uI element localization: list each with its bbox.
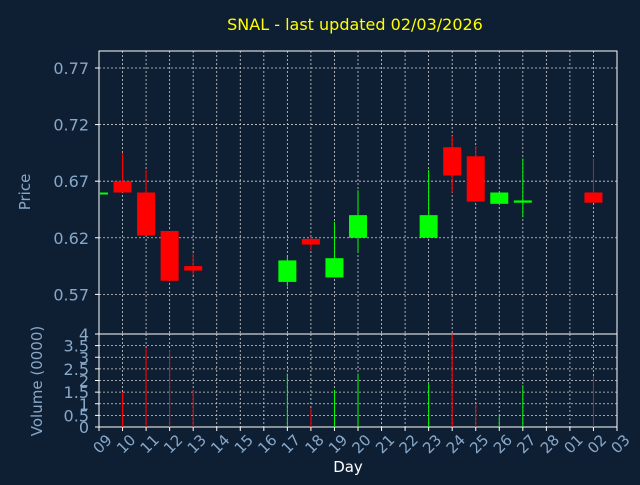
x-tick-label: 13	[184, 431, 210, 457]
candle-body	[584, 192, 603, 203]
x-tick-label: 14	[207, 431, 233, 457]
candle	[278, 257, 297, 287]
volume-tick-label: 2	[79, 372, 89, 391]
volume-panel: 43.532.521.510.50	[64, 325, 618, 437]
candle-body	[278, 260, 297, 282]
x-tick-label: 15	[231, 431, 257, 457]
candle	[584, 158, 603, 203]
candle-body	[513, 200, 532, 203]
candle-body	[443, 147, 462, 176]
candle-body	[490, 192, 509, 204]
candle-body	[419, 215, 438, 238]
candle-body	[325, 258, 344, 278]
candle-body	[301, 238, 320, 245]
x-tick-label: 12	[160, 431, 186, 457]
candle	[513, 158, 532, 218]
candle	[184, 253, 203, 276]
candle-body	[99, 192, 108, 195]
candle	[160, 230, 179, 281]
volume-tick-label: 0.5	[64, 406, 89, 425]
x-tick-label: 11	[137, 431, 163, 457]
candle-body	[184, 266, 203, 271]
price-axis-label: Price	[16, 174, 34, 211]
price-tick-label: 0.72	[53, 116, 89, 135]
x-tick-label: 18	[301, 431, 327, 457]
price-tick-label: 0.57	[53, 285, 89, 304]
candle	[137, 169, 156, 236]
volume-tick-label: 1	[79, 395, 89, 414]
candle	[490, 192, 509, 204]
x-tick-label: 28	[537, 431, 563, 457]
candle-body	[466, 156, 485, 202]
volume-tick-label: 1.5	[64, 383, 89, 402]
x-tick-label: 09	[90, 431, 116, 457]
x-tick-label: 27	[513, 431, 539, 457]
x-tick-label: 23	[419, 431, 445, 457]
chart-title: SNAL - last updated 02/03/2026	[227, 15, 483, 34]
volume-tick-label: 3.5	[64, 337, 89, 356]
price-panel: 0.77 0.72 0.67 0.62 0.57	[53, 50, 618, 335]
candle	[443, 135, 462, 193]
volume-axis-label: Volume (0000)	[28, 326, 46, 436]
candle-body	[113, 181, 132, 193]
candle	[113, 152, 132, 193]
price-tick-label: 0.77	[53, 59, 89, 78]
candle	[419, 169, 438, 238]
x-tick-label: 10	[113, 431, 139, 457]
candle-body	[349, 215, 367, 238]
x-tick-label: 01	[560, 431, 586, 457]
x-tick-label: 24	[443, 431, 469, 457]
volume-tick-label: 3	[79, 348, 89, 367]
x-tick-label: 20	[349, 431, 375, 457]
volume-tick-label: 2.5	[64, 360, 89, 379]
x-tick-label: 22	[396, 431, 422, 457]
candle	[349, 190, 367, 253]
x-tick-label: 16	[254, 431, 280, 457]
x-tick-label: 17	[278, 431, 304, 457]
x-tick-label: 26	[490, 431, 516, 457]
price-tick-label: 0.62	[53, 229, 89, 248]
x-tick-label: 21	[372, 431, 398, 457]
x-axis: 0910111213141516171819202122232425262728…	[90, 427, 634, 457]
volume-tick-label: 4	[79, 325, 89, 344]
x-tick-label: 25	[466, 431, 492, 457]
price-tick-label: 0.67	[53, 172, 89, 191]
x-tick-label: 03	[608, 431, 634, 457]
volume-tick-label: 0	[79, 418, 89, 437]
candle-body	[160, 230, 179, 281]
x-tick-label: 19	[325, 431, 351, 457]
candle-body	[137, 192, 156, 236]
candle	[99, 192, 108, 195]
x-axis-label: Day	[333, 458, 363, 476]
candle	[325, 221, 344, 278]
x-tick-label: 02	[584, 431, 610, 457]
candle	[301, 236, 320, 251]
candle	[466, 146, 485, 202]
